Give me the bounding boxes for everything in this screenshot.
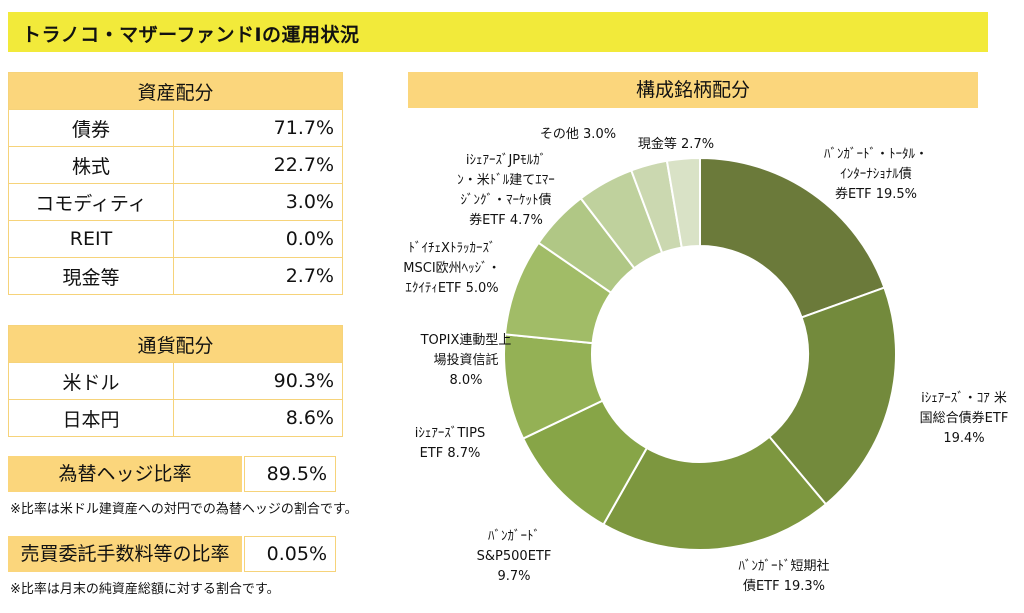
slice-label: ﾊﾞﾝｶﾞｰﾄﾞ・ﾄｰﾀﾙ・ｲﾝﾀｰﾅｼｮﾅﾙ債券ETF 19.5% <box>824 147 928 202</box>
slice-label: iｼｪｱｰｽﾞTIPS ETF 8.7% <box>415 426 485 461</box>
donut-slice <box>699 156 886 319</box>
commission-ratio-value: 0.05% <box>244 536 336 572</box>
slice-label: ﾄﾞｲﾁｪXﾄﾗｯｶｰｽﾞ MSCI欧州ﾍｯｼﾞ・ｴｸｲﾃｨETF 5.0% <box>403 241 500 296</box>
commission-note: ※比率は月末の純資産総額に対する割合です。 <box>10 582 280 597</box>
asset-label: 債券 <box>8 109 174 147</box>
currency-allocation-table: 通貨配分 米ドル 90.3% 日本円 8.6% <box>8 325 343 437</box>
holdings-donut-chart: ﾊﾞﾝｶﾞｰﾄﾞ・ﾄｰﾀﾙ・ｲﾝﾀｰﾅｼｮﾅﾙ債券ETF 19.5% iｼｪｱｰｽ… <box>403 127 1009 594</box>
hedge-note: ※比率は米ドル建資産への対円での為替ヘッジの割合です。 <box>10 502 358 517</box>
currency-allocation-header: 通貨配分 <box>8 325 343 363</box>
table-row: 米ドル 90.3% <box>8 362 343 400</box>
asset-value: 0.0% <box>173 220 343 258</box>
table-row: REIT 0.0% <box>8 220 343 258</box>
asset-label: 現金等 <box>8 257 174 295</box>
asset-value: 2.7% <box>173 257 343 295</box>
hedge-ratio-value: 89.5% <box>244 456 336 492</box>
slice-label: iｼｪｱｰｽﾞ・ｺｱ 米国総合債券ETF 19.4% <box>920 391 1009 446</box>
asset-allocation-header: 資産配分 <box>8 72 343 110</box>
chart-title: 構成銘柄配分 <box>408 72 978 108</box>
title-bar: トラノコ・マザーファンドⅠの運用状況 <box>8 12 988 52</box>
table-row: 債券 71.7% <box>8 109 343 147</box>
slice-label: その他 3.0% <box>540 127 616 142</box>
slice-label: ﾊﾞﾝｶﾞｰﾄﾞ短期社債ETF 19.3% <box>738 558 829 594</box>
page-title: トラノコ・マザーファンドⅠの運用状況 <box>22 24 360 46</box>
slice-label: 現金等 2.7% <box>638 136 714 152</box>
asset-allocation-table: 資産配分 債券 71.7% 株式 22.7% コモディティ 3.0% REIT … <box>8 72 343 295</box>
table-row: 現金等 2.7% <box>8 257 343 295</box>
commission-ratio-label: 売買委託手数料等の比率 <box>8 536 242 572</box>
slice-label: ﾊﾞﾝｶﾞｰﾄﾞ S&P500ETF 9.7% <box>477 529 552 584</box>
asset-label: コモディティ <box>8 183 174 221</box>
asset-label: 株式 <box>8 146 174 184</box>
donut-slice <box>767 286 897 506</box>
currency-label: 米ドル <box>8 362 174 400</box>
donut-slice <box>602 435 828 551</box>
table-row: コモディティ 3.0% <box>8 183 343 221</box>
currency-label: 日本円 <box>8 399 174 437</box>
donut-slice <box>665 156 701 249</box>
currency-value: 90.3% <box>173 362 343 400</box>
slice-label: TOPIX連動型上場投資信託 8.0% <box>420 333 512 388</box>
asset-label: REIT <box>8 220 174 258</box>
asset-value: 71.7% <box>173 109 343 147</box>
asset-value: 3.0% <box>173 183 343 221</box>
table-row: 株式 22.7% <box>8 146 343 184</box>
slice-label: iｼｪｱｰｽﾞJPﾓﾙｶﾞﾝ・米ﾄﾞﾙ建てｴﾏｰｼﾞﾝｸﾞ・ﾏｰｹｯﾄ債券ETF… <box>457 153 555 228</box>
currency-value: 8.6% <box>173 399 343 437</box>
asset-value: 22.7% <box>173 146 343 184</box>
table-row: 日本円 8.6% <box>8 399 343 437</box>
hedge-ratio-label: 為替ヘッジ比率 <box>8 456 242 492</box>
